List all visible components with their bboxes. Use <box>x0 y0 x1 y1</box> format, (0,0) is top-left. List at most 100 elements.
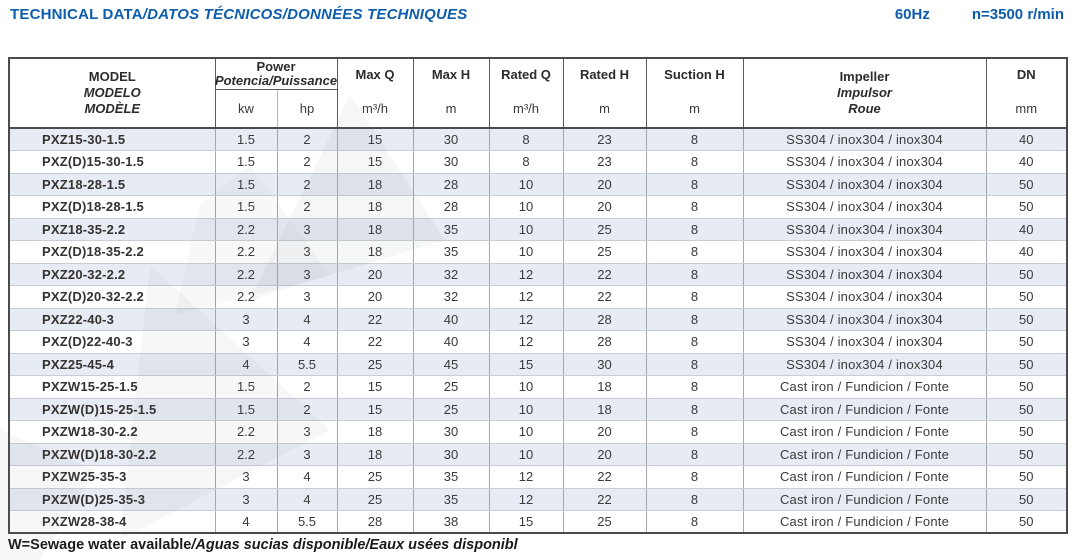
cell-max-h: 25 <box>412 375 490 399</box>
cell-rated-h: 22 <box>562 262 647 286</box>
cell-dn: 50 <box>985 397 1068 421</box>
cell-kw: 2.2 <box>214 217 278 241</box>
table-row: PXZW25-35-3 3 4 25 35 12 22 8 Cast iron / Fundic… <box>8 465 1068 489</box>
cell-hp: 2 <box>276 375 338 399</box>
suction-h-unit: m <box>689 100 700 116</box>
table-body: PXZ15-30-1.5 1.5 2 15 30 8 23 8 SS304 / inox304 … <box>8 127 1068 534</box>
footnote-intl: /Aguas sucias disponible/Eaux usées disp… <box>191 537 518 553</box>
cell-hp: 3 <box>276 285 338 309</box>
cell-max-q: 15 <box>336 127 414 151</box>
cell-kw: 2.2 <box>214 285 278 309</box>
cell-rated-q: 10 <box>488 217 564 241</box>
cell-model: PXZ(D)22-40-3 <box>8 330 216 354</box>
cell-max-h: 35 <box>412 465 490 489</box>
table-row: PXZ18-35-2.2 2.2 3 18 35 10 25 8 SS304 / inox304… <box>8 217 1068 241</box>
col-header-rated-h: Rated H m <box>562 57 647 129</box>
cell-model: PXZW28-38-4 <box>8 510 216 534</box>
cell-kw: 2.2 <box>214 262 278 286</box>
cell-impeller: SS304 / inox304 / inox304 <box>742 285 987 309</box>
cell-impeller: Cast iron / Fundicion / Fonte <box>742 420 987 444</box>
cell-suction-h: 8 <box>645 510 744 534</box>
model-header-line1: MODEL <box>88 69 136 84</box>
cell-max-h: 40 <box>412 307 490 331</box>
cell-impeller: Cast iron / Fundicion / Fonte <box>742 465 987 489</box>
cell-max-h: 28 <box>412 172 490 196</box>
impeller-header-line2: Impulsor <box>837 85 892 100</box>
cell-suction-h: 8 <box>645 127 744 151</box>
cell-suction-h: 8 <box>645 487 744 511</box>
rated-q-label: Rated Q <box>501 66 551 82</box>
cell-suction-h: 8 <box>645 352 744 376</box>
cell-rated-q: 10 <box>488 397 564 421</box>
cell-rated-q: 12 <box>488 487 564 511</box>
cell-rated-h: 28 <box>562 307 647 331</box>
cell-hp: 5.5 <box>276 352 338 376</box>
col-header-suction-h: Suction H m <box>645 57 744 129</box>
dn-label: DN <box>1016 66 1036 82</box>
table-row: PXZ(D)20-32-2.2 2.2 3 20 32 12 22 8 SS304 / inox… <box>8 285 1068 309</box>
cell-suction-h: 8 <box>645 195 744 219</box>
col-header-max-q: Max Q m³/h <box>336 57 414 129</box>
cell-kw: 1.5 <box>214 150 278 174</box>
cell-dn: 50 <box>985 487 1068 511</box>
cell-hp: 4 <box>276 330 338 354</box>
cell-rated-q: 10 <box>488 375 564 399</box>
cell-dn: 50 <box>985 352 1068 376</box>
cell-rated-h: 23 <box>562 127 647 151</box>
cell-hp: 4 <box>276 487 338 511</box>
cell-kw: 3 <box>214 465 278 489</box>
cell-kw: 1.5 <box>214 172 278 196</box>
cell-rated-h: 22 <box>562 465 647 489</box>
col-header-dn: DN mm <box>985 57 1068 129</box>
cell-max-q: 18 <box>336 442 414 466</box>
cell-rated-q: 10 <box>488 240 564 264</box>
dn-unit: mm <box>1015 100 1038 116</box>
cell-hp: 3 <box>276 217 338 241</box>
table-row: PXZW15-25-1.5 1.5 2 15 25 10 18 8 Cast iron / Fu… <box>8 375 1068 399</box>
cell-rated-q: 12 <box>488 330 564 354</box>
cell-rated-h: 20 <box>562 420 647 444</box>
cell-impeller: Cast iron / Fundicion / Fonte <box>742 442 987 466</box>
cell-impeller: SS304 / inox304 / inox304 <box>742 127 987 151</box>
cell-max-h: 30 <box>412 150 490 174</box>
cell-model: PXZ25-45-4 <box>8 352 216 376</box>
cell-rated-h: 22 <box>562 487 647 511</box>
cell-kw: 3 <box>214 487 278 511</box>
cell-impeller: SS304 / inox304 / inox304 <box>742 172 987 196</box>
cell-dn: 50 <box>985 465 1068 489</box>
technical-data-table: MODEL MODELO MODÈLE Power Potencia/Puiss… <box>8 57 1068 534</box>
cell-suction-h: 8 <box>645 172 744 196</box>
cell-suction-h: 8 <box>645 465 744 489</box>
cell-model: PXZ20-32-2.2 <box>8 262 216 286</box>
cell-max-h: 45 <box>412 352 490 376</box>
max-q-label: Max Q <box>355 66 395 82</box>
cell-dn: 50 <box>985 285 1068 309</box>
model-header-line2: MODELO <box>83 85 141 100</box>
table-row: PXZ18-28-1.5 1.5 2 18 28 10 20 8 SS304 / inox304… <box>8 172 1068 196</box>
cell-rated-h: 20 <box>562 442 647 466</box>
cell-rated-h: 28 <box>562 330 647 354</box>
cell-hp: 5.5 <box>276 510 338 534</box>
cell-kw: 1.5 <box>214 375 278 399</box>
cell-rated-q: 8 <box>488 127 564 151</box>
table-row: PXZW18-30-2.2 2.2 3 18 30 10 20 8 Cast iron / Fu… <box>8 420 1068 444</box>
cell-model: PXZW25-35-3 <box>8 465 216 489</box>
cell-max-q: 20 <box>336 262 414 286</box>
cell-max-q: 28 <box>336 510 414 534</box>
cell-suction-h: 8 <box>645 307 744 331</box>
col-header-power: Power Potencia/Puissance <box>214 57 338 90</box>
cell-rated-h: 25 <box>562 217 647 241</box>
impeller-header-line3: Roue <box>848 101 881 116</box>
cell-rated-h: 22 <box>562 285 647 309</box>
page-title-en: TECHNICAL DATA <box>10 6 143 23</box>
cell-model: PXZ18-35-2.2 <box>8 217 216 241</box>
cell-max-h: 30 <box>412 442 490 466</box>
cell-suction-h: 8 <box>645 217 744 241</box>
frequency-label: 60Hz <box>894 6 930 23</box>
cell-model: PXZW(D)18-30-2.2 <box>8 442 216 466</box>
cell-dn: 50 <box>985 375 1068 399</box>
cell-impeller: SS304 / inox304 / inox304 <box>742 307 987 331</box>
cell-model: PXZ(D)18-28-1.5 <box>8 195 216 219</box>
table-row: PXZ22-40-3 3 4 22 40 12 28 8 SS304 / inox304 / i… <box>8 307 1068 331</box>
cell-max-q: 20 <box>336 285 414 309</box>
